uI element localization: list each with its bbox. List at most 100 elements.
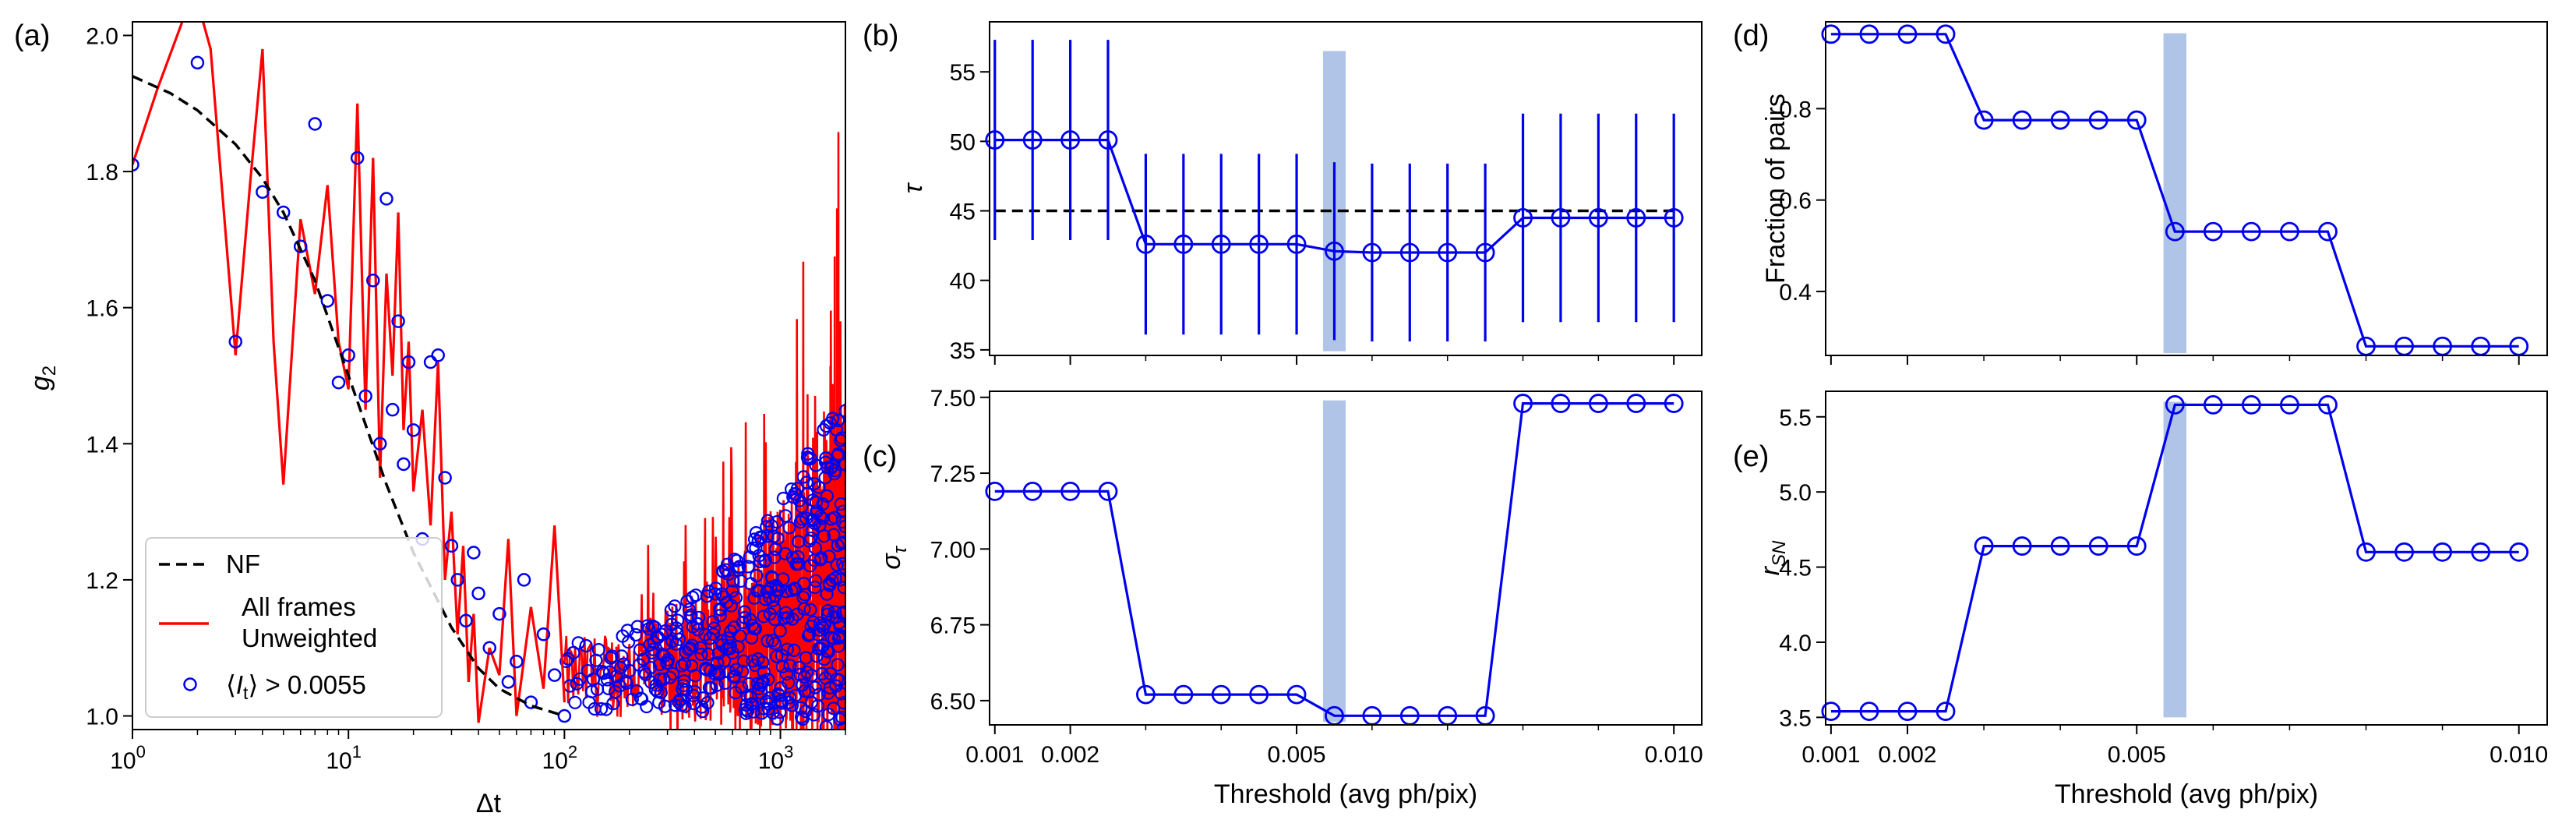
data-point-dense	[833, 712, 845, 726]
data-point	[372, 436, 387, 451]
data-point-dense	[837, 605, 845, 619]
panel-d-markers	[1821, 24, 2529, 356]
panel-e-markers	[1821, 394, 2529, 722]
data-point	[1173, 684, 1194, 705]
panel-a-dense-noise	[559, 132, 845, 730]
data-point-dense	[761, 673, 775, 687]
data-point-dense	[765, 634, 779, 648]
data-point-dense	[568, 695, 582, 709]
panel-e-label: (e)	[1733, 440, 1769, 473]
data-point-dense	[678, 699, 692, 713]
data-point-dense	[759, 694, 773, 709]
data-point	[492, 606, 506, 621]
y-tick-label: 0.4	[1779, 280, 1812, 306]
data-point	[2126, 536, 2147, 556]
data-point-dense	[573, 672, 587, 686]
data-point-dense	[701, 647, 715, 661]
data-point-dense	[780, 642, 794, 656]
data-point-dense	[773, 624, 787, 638]
data-point-dense	[770, 649, 784, 663]
panel-b-ticks: 35 40 45 50 55	[950, 60, 1675, 365]
data-point-dense	[796, 712, 810, 726]
data-point-dense	[792, 493, 806, 507]
data-point-dense	[642, 622, 656, 636]
data-point-dense	[659, 637, 673, 651]
data-point-dense	[739, 698, 753, 712]
data-point-dense	[657, 649, 672, 663]
data-point	[985, 130, 1005, 150]
data-point-dense	[700, 695, 715, 710]
x-tick-exponent: 0	[136, 742, 146, 762]
data-point	[190, 55, 205, 70]
panel-c-xlabel: Threshold (avg ph/pix)	[1214, 779, 1477, 809]
data-point	[1286, 234, 1307, 254]
data-point-dense	[749, 541, 763, 555]
data-point	[2241, 394, 2261, 415]
data-point	[366, 274, 380, 288]
data-point-dense	[837, 560, 845, 574]
panel-b-markers	[985, 130, 1684, 263]
data-point-dense	[571, 636, 585, 650]
data-point	[1399, 242, 1420, 263]
data-point	[1022, 130, 1043, 150]
data-point-dense	[670, 627, 684, 641]
panel-d: (d) 0.4 0.6 0.8 Fraction of pairs	[1733, 19, 2548, 365]
x-tick-exponent: 2	[568, 742, 577, 762]
data-point-dense	[836, 535, 845, 550]
data-point-dense	[809, 574, 823, 588]
data-point-dense	[817, 529, 831, 543]
data-point-dense	[629, 627, 643, 642]
x-tick-label: 0.010	[1645, 742, 1703, 768]
y-tick-label: 7.25	[930, 461, 976, 487]
data-point	[401, 355, 416, 369]
data-point-dense	[672, 632, 686, 646]
data-point	[132, 157, 139, 172]
legend-box	[145, 537, 443, 718]
data-point	[1286, 684, 1307, 705]
data-point-dense	[725, 584, 739, 598]
data-point	[2012, 110, 2032, 130]
data-point-dense	[835, 687, 845, 701]
data-point-dense	[834, 497, 845, 511]
data-point	[391, 314, 405, 328]
data-point-dense	[683, 641, 697, 656]
data-point-dense	[798, 588, 812, 602]
data-point-dense	[687, 684, 701, 698]
panel-e-series-line	[1830, 403, 2519, 713]
data-point	[2088, 536, 2108, 556]
data-point	[1136, 684, 1156, 705]
data-point	[1664, 394, 1684, 413]
data-point	[2356, 542, 2376, 562]
data-point-dense	[835, 536, 845, 550]
data-point-dense	[709, 664, 723, 679]
data-point	[1588, 394, 1608, 413]
data-point	[459, 613, 473, 628]
panel-d-ylabel: Fraction of pairs	[1761, 94, 1791, 284]
y-tick-label: 40	[950, 269, 976, 295]
data-point-dense	[691, 610, 706, 624]
data-point-dense	[812, 480, 826, 494]
panel-c-frame	[989, 390, 1703, 726]
data-point-dense	[778, 509, 792, 523]
data-point	[2433, 542, 2453, 562]
nf-curve	[132, 75, 565, 718]
data-point	[1060, 130, 1080, 150]
data-point-dense	[808, 541, 823, 555]
data-point-dense	[837, 581, 845, 595]
panel-a-frame	[132, 21, 846, 730]
data-point	[1475, 242, 1495, 263]
data-point	[471, 586, 485, 601]
data-point	[1626, 394, 1646, 413]
data-point	[1664, 208, 1684, 228]
panel-c-ticks: 6.50 6.75 7.00 7.25 7.50 0.001 0.002 0.005 0.010	[930, 386, 1703, 768]
data-point-dense	[707, 627, 721, 641]
data-point-dense	[640, 699, 654, 714]
data-point-dense	[685, 638, 699, 652]
data-point-dense	[819, 719, 833, 730]
data-point-dense	[726, 574, 740, 588]
data-point-dense	[806, 708, 821, 722]
data-point-dense	[757, 665, 771, 679]
data-point	[1136, 234, 1156, 254]
data-point-dense	[689, 588, 703, 603]
